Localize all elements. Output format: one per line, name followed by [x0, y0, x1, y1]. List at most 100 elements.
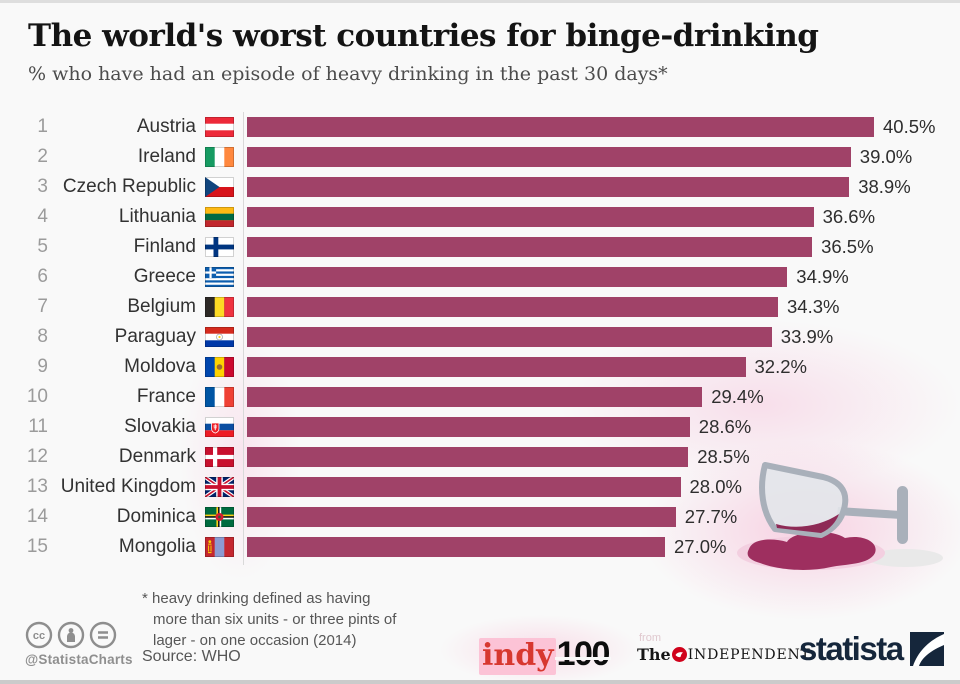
- cc-license-icon: cc: [25, 621, 53, 649]
- country-label: Belgium: [127, 296, 196, 317]
- value-bar: [247, 417, 690, 437]
- chart-row: 11 Slovakia 28.6%: [0, 412, 960, 442]
- austria-flag-icon: [205, 117, 234, 137]
- bar-zone: 33.9%: [247, 326, 960, 348]
- country-label: Ireland: [137, 146, 196, 167]
- chart-row: 13 United Kingdom 28.0%: [0, 472, 960, 502]
- lithuania-flag-icon: [205, 207, 234, 227]
- chart-subtitle: % who have had an episode of heavy drink…: [28, 63, 668, 85]
- united-kingdom-flag-icon: [205, 477, 234, 497]
- country-label: Moldova: [124, 356, 196, 377]
- value-label: 36.5%: [821, 236, 874, 257]
- rank-label: 6: [37, 266, 48, 287]
- chart-header: The world's worst countries for binge-dr…: [28, 18, 819, 85]
- denmark-flag-icon: [205, 447, 234, 467]
- paraguay-flag-icon: [205, 327, 234, 347]
- value-bar: [247, 117, 874, 137]
- bar-zone: 39.0%: [247, 146, 960, 168]
- rank-label: 8: [37, 326, 48, 347]
- value-bar: [247, 447, 689, 467]
- bar-zone: 29.4%: [247, 386, 960, 408]
- value-label: 34.9%: [796, 266, 849, 287]
- chart-row: 4 Lithuania 36.6%: [0, 202, 960, 232]
- value-label: 36.6%: [822, 206, 876, 227]
- rank-label: 13: [26, 476, 48, 497]
- value-bar: [247, 207, 814, 227]
- indy100-logo-number: 100: [554, 635, 612, 673]
- country-label: France: [136, 386, 196, 407]
- belgium-flag-icon: [205, 297, 234, 317]
- rank-label: 9: [37, 356, 48, 377]
- country-label: Finland: [133, 236, 196, 257]
- page-title: The world's worst countries for binge-dr…: [28, 18, 819, 54]
- country-label: Paraguay: [114, 326, 196, 347]
- value-bar: [247, 237, 813, 257]
- source-label: Source: WHO: [142, 648, 241, 665]
- country-label: Denmark: [118, 446, 196, 467]
- footnote-line: more than six units - or three pints of: [153, 611, 397, 628]
- country-label: Austria: [136, 116, 196, 137]
- statista-swoosh-icon: [909, 632, 944, 666]
- value-bar: [247, 297, 778, 317]
- slovakia-flag-icon: [205, 417, 234, 437]
- footnote-line: lager - on one occasion (2014): [153, 632, 357, 649]
- bar-zone: 36.5%: [247, 236, 960, 258]
- chart-row: 6 Greece 34.9%: [0, 262, 960, 292]
- chart-row: 1 Austria 40.5%: [0, 112, 960, 142]
- creative-commons-block: cc @StatistaCharts: [25, 621, 133, 667]
- value-bar: [247, 537, 665, 557]
- chart-row: 3 Czech Republic 38.9%: [0, 172, 960, 202]
- value-label: 34.3%: [787, 296, 840, 317]
- cc-no-derivatives-icon: [89, 621, 117, 649]
- value-bar: [247, 387, 703, 407]
- bar-zone: 40.5%: [247, 116, 960, 138]
- bottom-border: [0, 680, 960, 684]
- value-label: 27.7%: [684, 506, 738, 527]
- bar-baseline: [243, 112, 244, 565]
- rank-label: 2: [37, 146, 48, 167]
- czech-republic-flag-icon: [205, 177, 234, 197]
- rank-label: 11: [28, 416, 48, 437]
- rank-label: 5: [37, 236, 48, 257]
- value-label: 39.0%: [859, 146, 913, 167]
- cc-attribution-icon: [57, 621, 85, 649]
- rank-label: 12: [26, 446, 48, 467]
- value-bar: [247, 357, 746, 377]
- value-label: 27.0%: [674, 536, 727, 557]
- indy100-logo: indy 100: [479, 635, 612, 675]
- top-border: [0, 0, 960, 3]
- dominica-flag-icon: [205, 507, 234, 527]
- rank-label: 7: [37, 296, 48, 317]
- country-label: Lithuania: [118, 206, 196, 227]
- country-label: Greece: [133, 266, 196, 287]
- bar-zone: 36.6%: [247, 206, 960, 228]
- rank-label: 14: [26, 506, 48, 527]
- chart-row: 10 France 29.4%: [0, 382, 960, 412]
- statista-charts-handle: @StatistaCharts: [25, 652, 133, 667]
- rank-label: 1: [37, 116, 48, 137]
- rank-label: 10: [26, 386, 48, 407]
- value-label: 33.9%: [780, 326, 834, 347]
- moldova-flag-icon: [205, 357, 234, 377]
- independent-logo: from The INDEPENDENT: [637, 632, 811, 664]
- country-label: Dominica: [116, 506, 196, 527]
- ireland-flag-icon: [205, 147, 234, 167]
- independent-name-label: INDEPENDENT: [687, 646, 811, 663]
- country-label: Mongolia: [118, 536, 196, 557]
- footnote-line: * heavy drinking defined as having: [142, 590, 371, 607]
- mongolia-flag-icon: [205, 537, 234, 557]
- value-label: 38.9%: [858, 176, 911, 197]
- bar-zone: 34.3%: [247, 296, 960, 318]
- chart-row: 5 Finland 36.5%: [0, 232, 960, 262]
- value-bar: [247, 177, 850, 197]
- indy100-logo-text: indy: [479, 638, 556, 675]
- bar-zone: 34.9%: [247, 266, 960, 288]
- chart-row: 15 Mongolia 27.0%: [0, 532, 960, 562]
- value-bar: [247, 477, 681, 497]
- country-label: Slovakia: [124, 416, 196, 437]
- value-label: 40.5%: [883, 116, 936, 137]
- finland-flag-icon: [205, 237, 234, 257]
- spilled-wine-glass-illustration: [737, 462, 943, 570]
- independent-from-label: from: [639, 632, 661, 644]
